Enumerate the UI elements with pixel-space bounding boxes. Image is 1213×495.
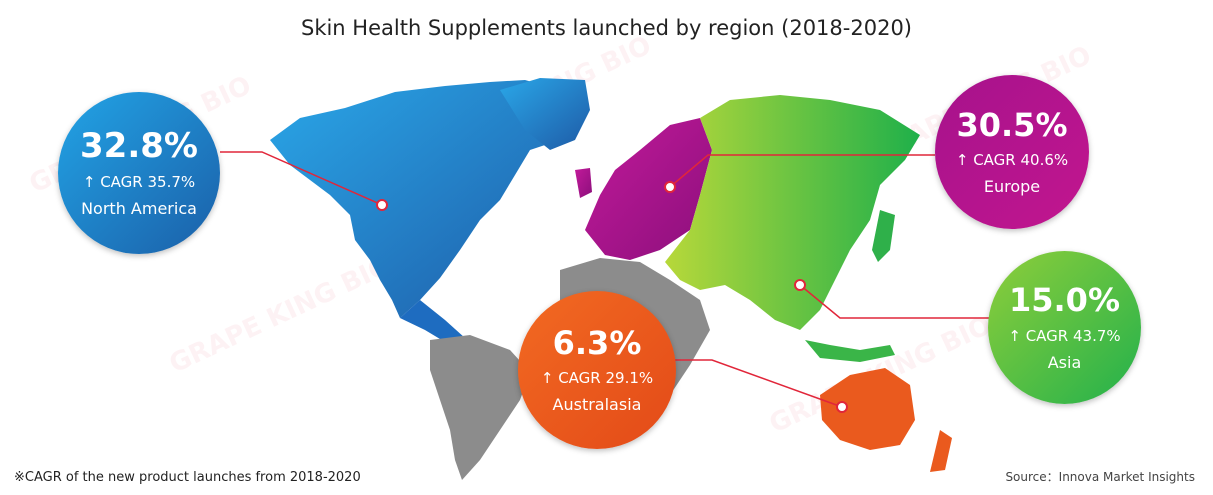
north-america-label: North America: [81, 199, 197, 219]
connector-europe: [669, 154, 935, 188]
europe-percent: 30.5%: [956, 105, 1068, 144]
connector-australasia: [660, 359, 843, 408]
europe-bubble: 30.5% ↑ CAGR 40.6% Europe: [935, 75, 1089, 229]
europe-cagr: ↑ CAGR 40.6%: [955, 151, 1069, 170]
north-america-cagr: ↑ CAGR 35.7%: [82, 173, 196, 192]
north-america-shape: [270, 80, 575, 318]
greenland-shape: [500, 78, 590, 150]
asia-bubble: 15.0% ↑ CAGR 43.7% Asia: [988, 251, 1141, 404]
central-america-shape: [400, 300, 465, 345]
south-america-shape: [430, 335, 530, 480]
footnote: ※CAGR of the new product launches from 2…: [14, 470, 361, 485]
north-america-bubble: 32.8% ↑ CAGR 35.7% North America: [58, 92, 220, 254]
source-credit: Source：Innova Market Insights: [1005, 470, 1195, 484]
australasia-percent: 6.3%: [552, 323, 642, 362]
asia-percent: 15.0%: [1008, 281, 1120, 320]
australia-shape: [820, 368, 915, 450]
connector-north-america: [220, 151, 383, 206]
marker-europe: [664, 181, 676, 193]
australasia-cagr: ↑ CAGR 29.1%: [540, 369, 654, 388]
new-zealand-shape: [930, 430, 952, 472]
marker-north-america: [376, 199, 388, 211]
australasia-label: Australasia: [552, 395, 642, 415]
asia-label: Asia: [1047, 352, 1082, 372]
page-title: Skin Health Supplements launched by regi…: [300, 16, 912, 40]
marker-asia: [794, 279, 806, 291]
se-asia-islands-shape: [805, 340, 895, 362]
connector-asia: [799, 284, 990, 319]
asia-shape: [665, 95, 920, 330]
marker-australasia: [836, 401, 848, 413]
europe-label: Europe: [983, 177, 1041, 197]
australasia-bubble: 6.3% ↑ CAGR 29.1% Australasia: [518, 291, 676, 449]
japan-shape: [872, 210, 895, 262]
asia-cagr: ↑ CAGR 43.7%: [1008, 326, 1121, 345]
north-america-percent: 32.8%: [80, 125, 198, 166]
uk-shape: [575, 168, 592, 198]
europe-shape: [585, 118, 712, 260]
